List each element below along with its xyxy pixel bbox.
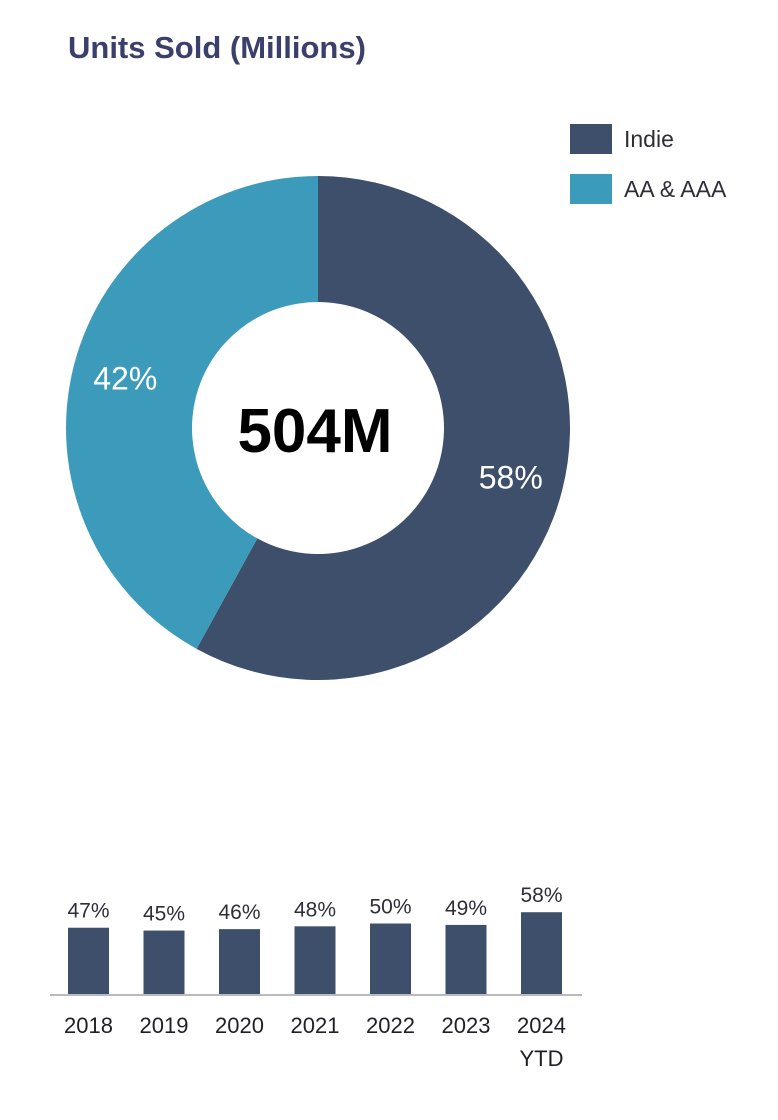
x-tick-label: 2020 — [215, 1013, 264, 1038]
bar-6 — [445, 924, 487, 994]
donut-chart: 58% 42% — [65, 176, 570, 680]
donut-slice-indie — [196, 176, 570, 680]
chart-title: Units Sold (Millions) — [68, 30, 366, 65]
x-tick-label: 2021 — [291, 1013, 340, 1038]
bar-value-label: 58% — [520, 884, 562, 907]
x-tick-label: 2023 — [442, 1013, 491, 1038]
x-tick-label: 2022 — [366, 1013, 415, 1038]
bar-value-label: 45% — [143, 903, 185, 926]
legend-swatch-aa-aaa — [570, 174, 612, 204]
bar-value-label: 50% — [369, 896, 411, 919]
bar-5 — [370, 923, 411, 994]
x-tick-label: 2019 — [140, 1013, 189, 1038]
slice-label-indie: 58% — [479, 459, 543, 495]
legend-swatch-indie — [570, 124, 612, 154]
legend-label-aa-aaa: AA & AAA — [624, 176, 727, 202]
slice-label-aa-aaa: 42% — [93, 361, 157, 397]
legend-label-indie: Indie — [624, 126, 674, 152]
bar-chart: 47% 2018 45% 2019 46% 2020 48% 2021 50% 2022 49% 20… — [50, 884, 582, 1071]
donut-center-total: 504M — [237, 397, 392, 466]
bar-2 — [143, 930, 185, 994]
x-tick-label: 2024 — [517, 1013, 566, 1038]
bar-value-label: 47% — [67, 900, 109, 923]
bar-3 — [219, 929, 260, 994]
legend: Indie AA & AAA — [570, 124, 727, 204]
bar-4 — [294, 926, 336, 994]
bar-value-label: 48% — [294, 898, 336, 921]
bar-value-label: 46% — [218, 901, 260, 924]
donut-slice-aa-aaa — [65, 176, 318, 649]
x-tick-label: 2018 — [64, 1013, 113, 1038]
x-tick-label: YTD — [520, 1046, 564, 1071]
bar-7 — [521, 912, 562, 994]
bar-1 — [68, 927, 109, 994]
bar-value-label: 49% — [445, 897, 487, 920]
